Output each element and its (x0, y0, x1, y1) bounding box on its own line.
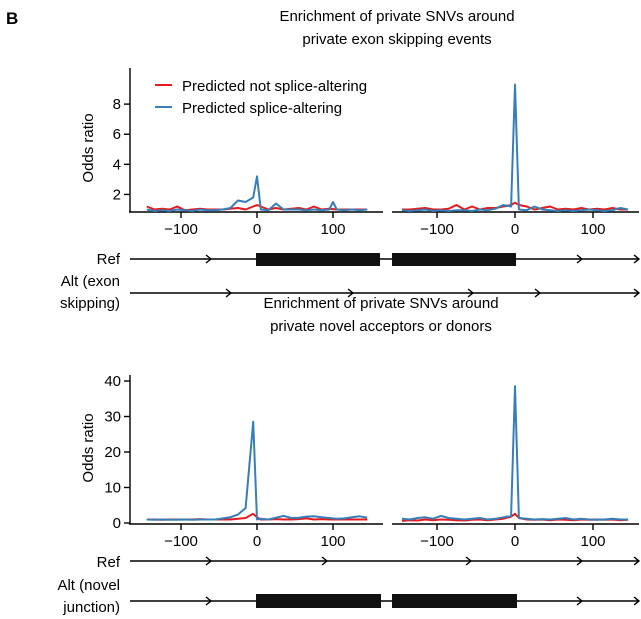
track-label-alt-line-2: junction) (62, 599, 120, 616)
x-tick-label: −100 (420, 221, 454, 238)
y-tick-label: 0 (113, 515, 121, 532)
alt-arrow (347, 288, 355, 298)
x-tick-label: −100 (420, 533, 454, 550)
track-label-ref: Ref (97, 554, 121, 571)
ref-arrow-end (633, 556, 641, 566)
section-2-title-line-2: private novel acceptors or donors (270, 318, 492, 335)
track-label-alt-line-2: skipping) (60, 295, 120, 312)
section-1-title-line-2: private exon skipping events (302, 31, 491, 48)
y-tick-label: 10 (104, 480, 121, 497)
x-tick-label: 100 (580, 221, 605, 238)
x-tick-label: 100 (320, 221, 345, 238)
x-tick-label: 0 (511, 221, 519, 238)
track-label-alt-line-1: Alt (exon (61, 273, 120, 290)
series-line-splice-altering (401, 83, 629, 212)
alt-arrow (534, 288, 542, 298)
ref-exon-block-left (256, 253, 380, 266)
ref-exon-block-right (392, 253, 516, 266)
legend: Predicted not splice-altering Predicted … (155, 78, 367, 117)
alt-arrow-end (633, 596, 641, 606)
ref-arrow (205, 556, 213, 566)
series-line-splice-altering (146, 420, 368, 521)
chart-exon-skipping-left: −100 0 100 2 4 6 8 (113, 68, 383, 238)
alt-exon-block-left (256, 594, 381, 608)
y-tick-label: 30 (104, 409, 121, 426)
series-line-splice-altering (401, 385, 629, 521)
ref-arrow-end (633, 254, 641, 264)
legend-label-not-splice-altering: Predicted not splice-altering (182, 78, 367, 95)
x-tick-label: −100 (164, 533, 198, 550)
section-1-title-line-1: Enrichment of private SNVs around (279, 8, 514, 25)
section-1-ylabel: Odds ratio (80, 113, 97, 182)
x-tick-label: 0 (253, 533, 261, 550)
y-tick-label: 4 (113, 156, 121, 173)
alt-arrow-end (633, 288, 641, 298)
chart-exon-skipping-right: −100 0 100 (392, 83, 639, 238)
section-2-title-line-1: Enrichment of private SNVs around (263, 295, 498, 312)
panel-letter: B (6, 9, 18, 28)
y-tick-label: 8 (113, 96, 121, 113)
chart-novel-junction-left: −100 0 100 0 10 20 30 40 (104, 373, 383, 550)
legend-label-splice-altering: Predicted splice-altering (182, 100, 342, 117)
ref-arrow (205, 254, 213, 264)
series-line-splice-altering (146, 175, 368, 212)
section-2-ylabel: Odds ratio (80, 413, 97, 482)
x-tick-label: 100 (320, 533, 345, 550)
track-label-alt-line-1: Alt (novel (57, 577, 120, 594)
x-tick-label: −100 (164, 221, 198, 238)
track-label-ref: Ref (97, 251, 121, 268)
x-tick-label: 0 (253, 221, 261, 238)
y-tick-label: 6 (113, 126, 121, 143)
alt-arrow (576, 596, 584, 606)
series-line-not-splice-altering (401, 201, 629, 211)
x-tick-label: 0 (511, 533, 519, 550)
ref-arrow (576, 254, 584, 264)
ref-arrow (321, 556, 329, 566)
y-tick-label: 40 (104, 373, 121, 390)
alt-arrow (467, 288, 475, 298)
chart-novel-junction-right: −100 0 100 (392, 385, 639, 550)
novel-junction-tracks: Ref Alt (novel junction) (57, 554, 641, 616)
y-tick-label: 20 (104, 444, 121, 461)
alt-arrow (205, 596, 213, 606)
alt-arrow (225, 288, 233, 298)
ref-arrow (465, 556, 473, 566)
ref-arrow (576, 556, 584, 566)
y-tick-label: 2 (113, 186, 121, 203)
alt-exon-block-right (392, 594, 517, 608)
x-tick-label: 100 (580, 533, 605, 550)
exon-skipping-tracks: Ref Alt (exon skipping) (60, 251, 641, 312)
